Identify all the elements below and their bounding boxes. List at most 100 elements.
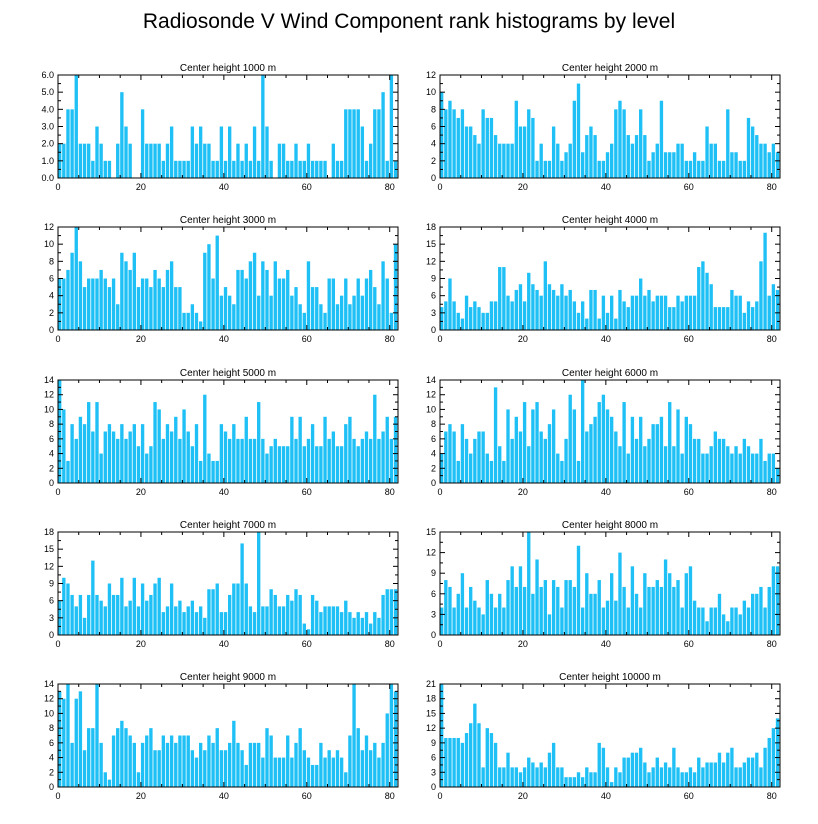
bar <box>469 723 473 787</box>
bar <box>543 580 548 635</box>
bar <box>339 446 344 483</box>
bar <box>755 593 759 635</box>
x-tick-label: 0 <box>437 487 442 497</box>
bar <box>385 278 389 330</box>
bar <box>310 764 315 787</box>
bar <box>551 289 556 330</box>
bar <box>281 143 286 178</box>
bar <box>692 438 697 483</box>
bar <box>593 416 597 483</box>
bar <box>116 304 120 330</box>
bar <box>597 742 601 787</box>
bar <box>742 312 747 330</box>
bar <box>738 160 742 178</box>
bar <box>215 583 219 635</box>
bar <box>692 152 697 178</box>
bar <box>145 600 149 635</box>
bar <box>564 438 568 483</box>
bar <box>116 594 120 635</box>
bar <box>659 767 664 787</box>
bar <box>531 593 535 635</box>
x-tick-label: 40 <box>601 791 611 801</box>
bar <box>323 757 327 787</box>
bar <box>232 583 236 635</box>
bar <box>323 416 327 483</box>
x-tick-label: 80 <box>767 334 777 344</box>
bar <box>302 446 306 483</box>
panel-4: Center height 4000 m 0 3 6 9 12 15 18 0 20 40 60 80 <box>426 215 781 344</box>
bar <box>306 438 311 483</box>
bar <box>738 295 742 330</box>
bar <box>66 583 70 635</box>
x-tick-label: 0 <box>55 639 60 649</box>
bar <box>626 307 630 330</box>
x-tick-label: 80 <box>385 487 395 497</box>
bar <box>157 577 161 635</box>
bar <box>717 160 722 178</box>
bar <box>132 577 136 635</box>
bar <box>198 460 203 483</box>
bar <box>252 252 257 330</box>
bar <box>643 762 647 787</box>
bar <box>319 612 323 635</box>
x-tick-label: 0 <box>55 791 60 801</box>
bar <box>518 284 523 330</box>
bar <box>775 718 780 787</box>
bar <box>717 593 722 635</box>
bar <box>522 301 527 330</box>
bar <box>290 600 294 635</box>
bar <box>663 152 668 178</box>
bar <box>655 580 659 635</box>
bar <box>763 747 767 787</box>
x-tick-label: 40 <box>219 639 229 649</box>
bar <box>572 777 577 787</box>
bar <box>721 762 726 787</box>
bar <box>128 143 132 178</box>
bar <box>219 295 224 330</box>
bar <box>223 160 228 178</box>
bar <box>452 737 456 787</box>
bar <box>477 607 481 635</box>
bar <box>560 607 564 635</box>
bar <box>514 586 518 635</box>
bar <box>730 152 734 178</box>
bar <box>389 75 394 178</box>
bar <box>74 75 78 178</box>
bar <box>240 543 244 635</box>
bar <box>547 160 552 178</box>
bar <box>676 580 680 635</box>
x-tick-label: 60 <box>684 791 694 801</box>
x-tick-label: 60 <box>684 182 694 192</box>
y-tick-label: 18 <box>426 694 436 704</box>
bar <box>203 143 207 178</box>
bar <box>145 453 149 483</box>
bar <box>539 762 543 787</box>
bar <box>360 126 365 178</box>
bar <box>116 438 120 483</box>
bar <box>310 287 315 330</box>
bar <box>62 278 66 330</box>
bar <box>531 284 535 330</box>
bar <box>676 767 680 787</box>
bar <box>339 160 344 178</box>
bar <box>680 453 684 483</box>
bar <box>327 606 331 635</box>
bar <box>489 301 494 330</box>
bar <box>759 438 763 483</box>
bar <box>539 143 543 178</box>
x-tick-label: 60 <box>302 182 312 192</box>
bar <box>634 752 639 787</box>
bar <box>485 580 489 635</box>
bar <box>82 424 87 483</box>
bar <box>244 278 248 330</box>
bar <box>456 312 460 330</box>
bar <box>618 100 622 178</box>
bar <box>298 304 302 330</box>
bar <box>373 287 377 330</box>
bar <box>576 772 581 787</box>
bar <box>498 267 502 330</box>
panel-1: Center height 1000 m 0.0 1.0 2.0 3.0 4.0 5.0 6.… <box>41 63 399 192</box>
bar <box>377 438 381 483</box>
bar <box>701 453 705 483</box>
bar <box>775 289 780 330</box>
